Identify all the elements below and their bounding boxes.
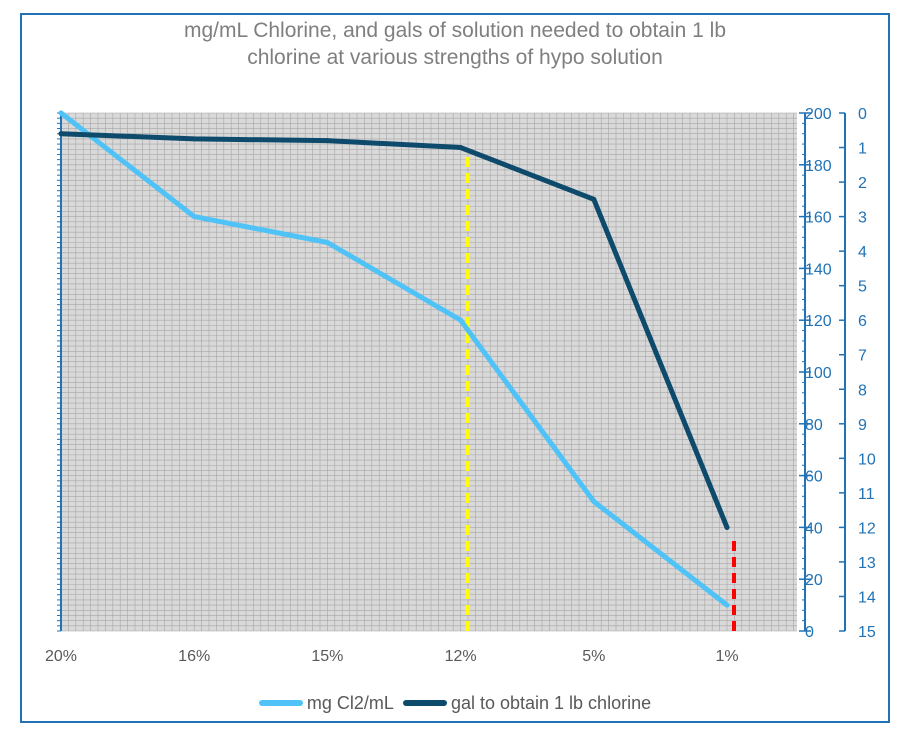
inner-axis-tick-label-0: 0: [805, 624, 814, 641]
inner-axis-tick-label-4: 80: [805, 417, 823, 434]
inner-axis-tick-label-6: 120: [805, 313, 832, 330]
inner-axis-tick-label-10: 200: [805, 106, 832, 123]
x-tick-label-2: 15%: [311, 648, 343, 665]
chart-title: mg/mL Chlorine, and gals of solution nee…: [0, 17, 910, 71]
series-0-point-2: [324, 240, 330, 245]
outer-axis-tick-label-12: 12: [858, 520, 876, 537]
outer-axis-tick-label-8: 8: [858, 382, 867, 399]
legend-item-gal: gal to obtain 1 lb chlorine: [402, 692, 652, 714]
outer-axis-tick-label-15: 15: [858, 624, 876, 641]
chart-title-line-1: mg/mL Chlorine, and gals of solution nee…: [183, 19, 727, 42]
series-line-0: [58, 110, 730, 608]
outer-axis-tick-label-7: 7: [858, 348, 867, 365]
series-0-point-1: [191, 214, 197, 220]
outer-axis-tick-label-0: 0: [858, 106, 867, 123]
outer-axis-tick-label-1: 1: [858, 141, 867, 158]
left-axis-ticks: [57, 112, 61, 632]
outer-axis-tick-label-6: 6: [858, 313, 867, 330]
series-0-point-4: [591, 499, 597, 504]
series-1-point-3: [458, 145, 464, 151]
series-line-1: [58, 131, 730, 530]
series-1-point-0: [58, 131, 64, 137]
series-0-point-0: [58, 110, 64, 116]
outer-axis-tick-label-9: 9: [858, 417, 867, 434]
inner-axis-tick-label-8: 160: [805, 210, 832, 227]
chart-title-line-2: chlorine at various strengths of hypo so…: [247, 46, 663, 69]
inner-axis-tick-label-1: 20: [805, 572, 823, 589]
outer-axis-tick-label-2: 2: [858, 175, 867, 192]
legend-swatch-gal: [402, 700, 447, 706]
inner-axis-tick-label-7: 140: [805, 261, 832, 278]
outer-axis-tick-label-3: 3: [858, 210, 867, 227]
inner-axis-tick-label-3: 60: [805, 469, 823, 486]
inner-axis-tick-label-2: 40: [805, 520, 823, 537]
inner-axis-tick-label-9: 180: [805, 158, 832, 175]
grid-lines: [60, 112, 797, 632]
series-0-point-5: [724, 602, 730, 608]
series-1-point-1: [191, 136, 197, 142]
outer-axis-tick-label-14: 14: [858, 589, 876, 606]
legend-label-gal: gal to obtain 1 lb chlorine: [450, 692, 652, 713]
legend-label-mg: mg Cl2/mL: [306, 692, 394, 713]
series-0-point-3: [458, 317, 464, 323]
inner-axis-tick-label-5: 100: [805, 365, 832, 382]
x-tick-label-1: 16%: [178, 648, 210, 665]
chart-frame: [20, 13, 890, 723]
outer-axis-tick-label-4: 4: [858, 244, 867, 261]
legend-item-mg: mg Cl2/mL: [258, 692, 394, 714]
series-1-point-2: [324, 138, 330, 144]
x-tick-label-0: 20%: [45, 648, 77, 665]
series-1-point-4: [591, 196, 597, 202]
legend-swatch-mg: [258, 700, 303, 706]
chart-legend: mg Cl2/mL gal to obtain 1 lb chlorine: [0, 690, 910, 714]
outer-axis-tick-label-11: 11: [858, 486, 875, 503]
x-tick-label-5: 1%: [715, 648, 738, 665]
outer-axis-tick-label-13: 13: [858, 555, 876, 572]
outer-axis-tick-label-10: 10: [858, 451, 876, 468]
outer-axis-tick-label-5: 5: [858, 279, 867, 296]
x-tick-label-3: 12%: [445, 648, 477, 665]
series-1-point-5: [724, 524, 730, 530]
x-tick-label-4: 5%: [582, 648, 605, 665]
